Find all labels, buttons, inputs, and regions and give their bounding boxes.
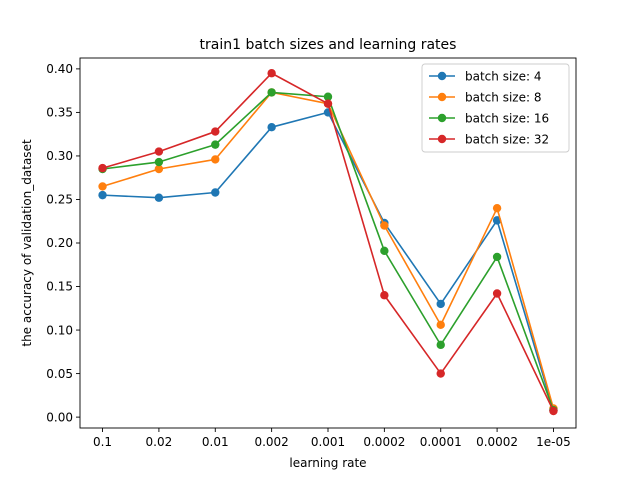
data-point — [436, 299, 445, 309]
y-tick-label: 0.05 — [46, 367, 73, 381]
y-tick-label: 0.25 — [46, 193, 73, 207]
series-1 — [98, 108, 558, 415]
legend-box — [421, 63, 570, 153]
data-point — [154, 193, 164, 202]
data-point — [211, 155, 220, 164]
data-point — [492, 252, 502, 262]
data-point — [154, 157, 164, 167]
x-tick-label: 0.0002 — [476, 435, 518, 449]
data-point — [154, 147, 164, 156]
data-point — [380, 246, 389, 256]
y-tick-label: 0.00 — [46, 410, 73, 424]
legend-label: batch size: 4 — [465, 69, 541, 83]
legend-label: batch size: 16 — [465, 111, 549, 125]
data-point — [267, 69, 276, 78]
data-point — [492, 289, 502, 298]
legend-label: batch size: 8 — [465, 90, 541, 104]
x-tick-label: 0.0001 — [420, 435, 462, 449]
x-tick-label: 1e-05 — [536, 435, 571, 449]
legend-entry: batch size: 8 — [429, 90, 541, 104]
data-point — [549, 406, 558, 416]
data-point — [211, 140, 220, 149]
data-point — [380, 291, 389, 300]
axes: 0.00 0.05 0.10 0.15 0.20 0.25 0.30 0.35 0.40 0.1 0… — [46, 57, 577, 449]
data-point — [154, 164, 164, 174]
y-tick-label: 0.10 — [46, 323, 73, 337]
data-point — [436, 340, 445, 350]
data-point — [436, 369, 445, 378]
data-point — [267, 123, 276, 132]
y-tick-label: 0.35 — [46, 106, 73, 120]
legend-entry: batch size: 32 — [429, 132, 549, 146]
legend: batch size: 4 batch size: 8 batch size: 16… — [421, 63, 570, 153]
x-tick-label: 0.001 — [311, 435, 345, 449]
plot-area — [98, 69, 558, 416]
data-point — [211, 127, 220, 136]
series-line — [102, 111, 555, 411]
x-tick-label: 0.1 — [93, 435, 112, 449]
data-point — [211, 188, 220, 197]
data-point — [380, 221, 389, 230]
data-point — [436, 320, 445, 330]
legend-entry: batch size: 4 — [429, 69, 541, 83]
legend-marker — [437, 113, 447, 123]
legend-marker — [437, 92, 447, 102]
y-tick-label: 0.40 — [46, 62, 73, 76]
y-tick-label: 0.30 — [46, 149, 73, 163]
data-point — [323, 92, 333, 101]
series-4 — [98, 69, 558, 416]
data-point — [98, 190, 107, 200]
y-axis-label: the accuracy of validation_dataset — [20, 139, 34, 347]
data-point — [267, 88, 276, 97]
legend-label: batch size: 32 — [465, 132, 549, 146]
x-tick-label: 0.02 — [146, 435, 173, 449]
data-point — [98, 163, 107, 173]
chart-title: train1 batch sizes and learning rates — [200, 37, 457, 53]
x-tick-label: 0.0002 — [363, 435, 405, 449]
legend-marker — [437, 71, 447, 81]
x-tick-label: 0.002 — [254, 435, 288, 449]
data-point — [98, 182, 107, 191]
legend-entry: batch size: 16 — [429, 111, 549, 125]
y-tick-label: 0.20 — [46, 236, 73, 250]
x-tick-label: 0.01 — [202, 435, 229, 449]
data-point — [492, 203, 502, 213]
y-tick-label: 0.15 — [46, 280, 73, 294]
data-point — [323, 99, 333, 108]
legend-marker — [437, 134, 447, 144]
x-axis-label: learning rate — [289, 456, 366, 470]
